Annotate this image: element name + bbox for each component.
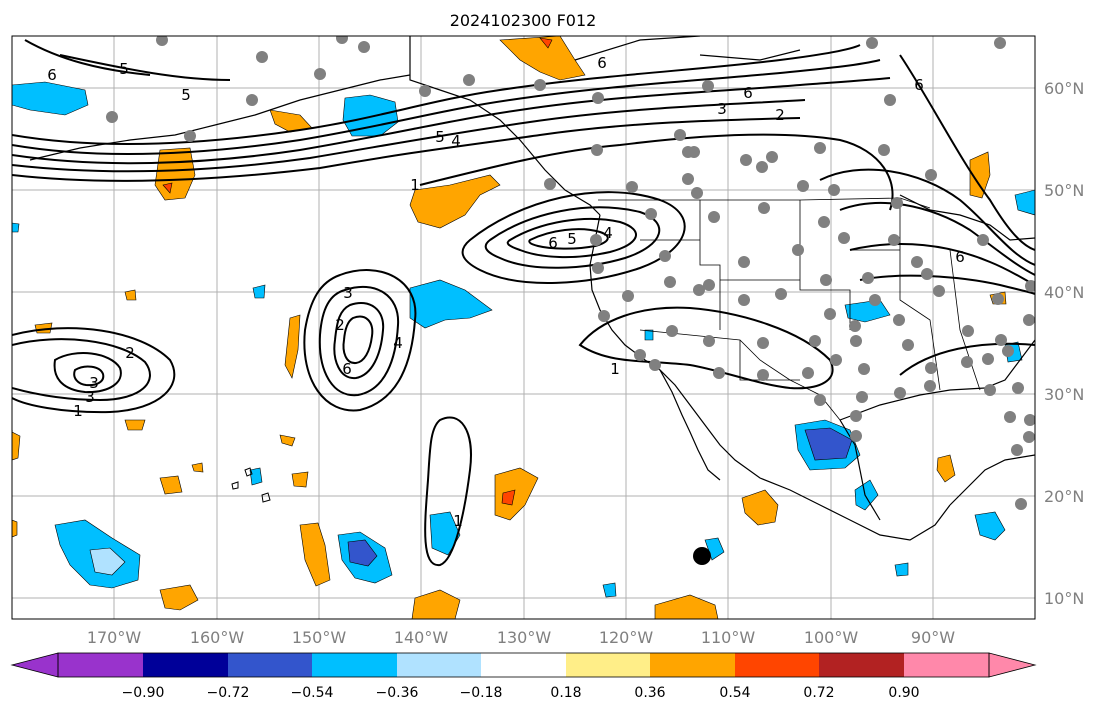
colorbar-tick: −0.36 xyxy=(376,685,419,701)
lon-label: 170°W xyxy=(87,628,142,647)
contour-label: 5 xyxy=(435,128,445,146)
colorbar-segment xyxy=(228,653,312,677)
lat-label: 40°N xyxy=(1044,283,1084,302)
lon-label: 150°W xyxy=(292,628,347,647)
colorbar-tick: 0.36 xyxy=(634,685,665,701)
lat-label: 60°N xyxy=(1044,79,1084,98)
lat-label: 50°N xyxy=(1044,181,1084,200)
colorbar-segment xyxy=(819,653,904,677)
lon-label: 130°W xyxy=(497,628,552,647)
contour-label: 1 xyxy=(610,360,620,378)
colorbar-segment xyxy=(566,653,650,677)
lat-label: 30°N xyxy=(1044,385,1084,404)
contour-label: 4 xyxy=(451,132,461,150)
contour-label: 6 xyxy=(597,54,607,72)
contour-labels: 6 5 5 6 5 4 1 6 3 2 6 5 4 3 2 6 3 4 6 2 … xyxy=(47,54,965,530)
anomaly-fills xyxy=(12,36,1035,619)
colorbar-tick: −0.54 xyxy=(291,685,334,701)
colorbar-tick: 0.72 xyxy=(803,685,834,701)
colorbar-tick: −0.18 xyxy=(460,685,503,701)
station-dots xyxy=(106,36,1035,510)
lon-label: 120°W xyxy=(599,628,654,647)
lon-label: 110°W xyxy=(701,628,756,647)
contour-label: 2 xyxy=(775,106,785,124)
contour-label: 6 xyxy=(914,76,924,94)
colorbar-tick: 0.18 xyxy=(550,685,581,701)
colorbar: −0.90 −0.72 −0.54 −0.36 −0.18 0.18 0.36 … xyxy=(10,652,1037,701)
colorbar-segment xyxy=(143,653,228,677)
colorbar-ticks: −0.90 −0.72 −0.54 −0.36 −0.18 0.18 0.36 … xyxy=(122,685,920,701)
colorbar-segment xyxy=(904,653,989,677)
colorbar-segment xyxy=(650,653,735,677)
storm-marker xyxy=(693,547,711,565)
contour-label: 5 xyxy=(567,230,577,248)
lon-label: 90°W xyxy=(911,628,955,647)
colorbar-outline xyxy=(57,652,990,678)
colorbar-segment xyxy=(397,653,481,677)
contour-label: 6 xyxy=(47,66,57,84)
colorbar-tick: −0.90 xyxy=(122,685,165,701)
contour-label: 5 xyxy=(181,86,191,104)
contour-label: 1 xyxy=(73,402,83,420)
lat-label: 20°N xyxy=(1044,487,1084,506)
contour-label: 3 xyxy=(89,374,99,392)
contour-label: 2 xyxy=(125,344,135,362)
colorbar-tick: 0.90 xyxy=(888,685,919,701)
colorbar-extend-max xyxy=(988,652,1037,678)
colorbar-tick: −0.72 xyxy=(207,685,250,701)
contour-label: 3 xyxy=(717,100,727,118)
colorbar-tick: 0.54 xyxy=(719,685,750,701)
contour-label: 3 xyxy=(343,284,353,302)
colorbar-segments xyxy=(58,653,989,677)
contour-label: 6 xyxy=(955,248,965,266)
contour-label: 5 xyxy=(119,60,129,78)
contour-label: 6 xyxy=(743,84,753,102)
contour-label: 6 xyxy=(342,360,352,378)
colorbar-segment xyxy=(58,653,143,677)
lon-labels: 170°W 160°W 150°W 140°W 130°W 120°W 110°… xyxy=(87,628,955,647)
lon-label: 160°W xyxy=(190,628,245,647)
contour-label: 2 xyxy=(335,316,345,334)
contour-label: 1 xyxy=(453,512,463,530)
contour-label: 6 xyxy=(548,234,558,252)
contour-lines xyxy=(12,39,1035,567)
contour-label: 3 xyxy=(85,388,95,406)
contour-label: 4 xyxy=(603,224,613,242)
colorbar-segment xyxy=(735,653,819,677)
lon-label: 140°W xyxy=(394,628,449,647)
lat-label: 10°N xyxy=(1044,589,1084,608)
colorbar-segment xyxy=(481,653,566,677)
colorbar-segment xyxy=(312,653,397,677)
contour-label: 1 xyxy=(410,176,420,194)
map-frame xyxy=(11,35,1036,620)
map-title: 2024102300 F012 xyxy=(450,11,597,30)
contour-label: 4 xyxy=(393,334,403,352)
map-panel: 6 5 5 6 5 4 1 6 3 2 6 5 4 3 2 6 3 4 6 2 … xyxy=(12,36,1035,619)
colorbar-extend-min xyxy=(10,652,59,678)
islands xyxy=(231,467,271,503)
lat-labels: 60°N 50°N 40°N 30°N 20°N 10°N xyxy=(1044,79,1084,608)
lon-label: 100°W xyxy=(804,628,859,647)
